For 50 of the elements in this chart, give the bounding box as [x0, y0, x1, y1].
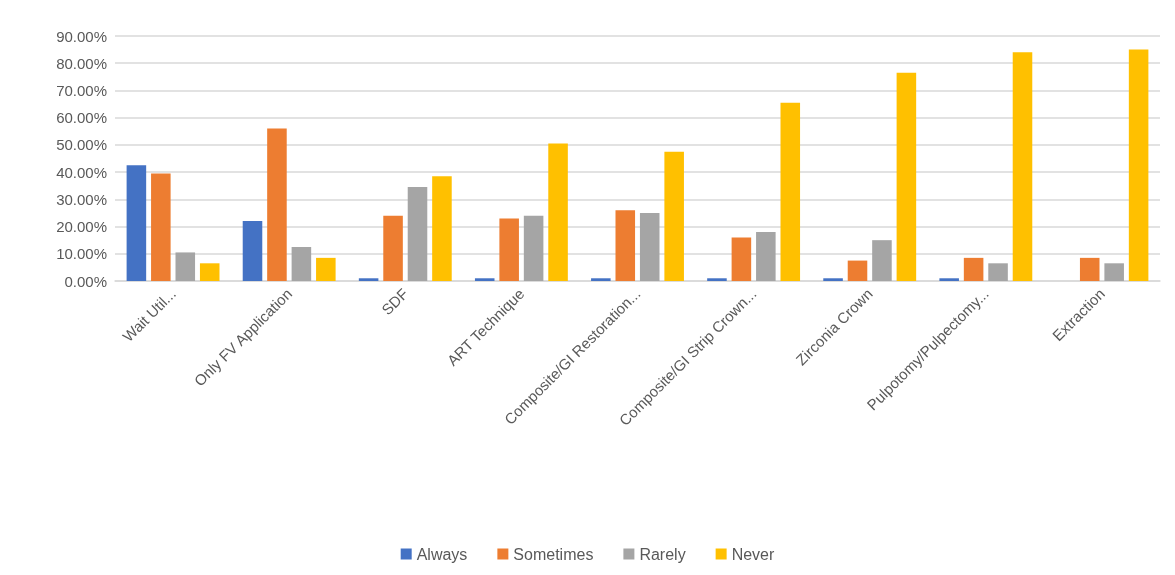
bar — [1012, 52, 1033, 281]
bar — [756, 232, 776, 281]
bar — [242, 221, 263, 281]
bar — [780, 102, 801, 281]
bar — [847, 260, 868, 281]
bar — [1104, 263, 1124, 281]
y-tick-label: 60.00% — [56, 109, 107, 127]
bar — [358, 278, 379, 281]
bar — [1128, 49, 1149, 281]
bar — [316, 257, 336, 281]
bar — [291, 246, 312, 281]
y-tick-label: 50.00% — [56, 136, 107, 154]
bar — [963, 257, 984, 281]
legend-label: Never — [731, 545, 775, 563]
bar — [591, 278, 611, 281]
y-tick-label: 10.00% — [56, 245, 107, 263]
bar — [383, 215, 403, 281]
bar — [731, 237, 752, 281]
y-tick-label: 40.00% — [56, 163, 107, 181]
bar — [523, 215, 544, 281]
bar — [939, 278, 959, 281]
y-tick-label: 70.00% — [56, 81, 107, 99]
bar — [988, 263, 1008, 281]
bar — [267, 128, 287, 281]
bar — [664, 151, 684, 281]
y-tick-label: 30.00% — [56, 190, 107, 208]
bar — [639, 212, 660, 281]
bar — [548, 143, 568, 281]
bar — [151, 173, 171, 281]
y-tick-label: 20.00% — [56, 218, 107, 236]
bar — [407, 187, 428, 281]
bar — [499, 218, 519, 281]
bar — [474, 278, 495, 281]
y-tick-label: 80.00% — [56, 54, 107, 72]
x-tick-label: Wait Util... — [119, 284, 180, 345]
bar — [823, 278, 843, 281]
bar — [707, 278, 727, 281]
bar — [199, 263, 220, 281]
bar — [615, 210, 636, 281]
legend-label: Sometimes — [513, 545, 594, 563]
bar — [432, 176, 452, 281]
bar — [1079, 257, 1100, 281]
y-tick-label: 0.00% — [64, 272, 107, 290]
legend-label: Always — [416, 545, 468, 563]
bar — [872, 240, 892, 281]
bar — [175, 252, 196, 281]
bar — [126, 165, 147, 281]
y-tick-label: 90.00% — [56, 27, 107, 45]
legend-label: Rarely — [639, 545, 686, 563]
bar — [896, 72, 917, 281]
